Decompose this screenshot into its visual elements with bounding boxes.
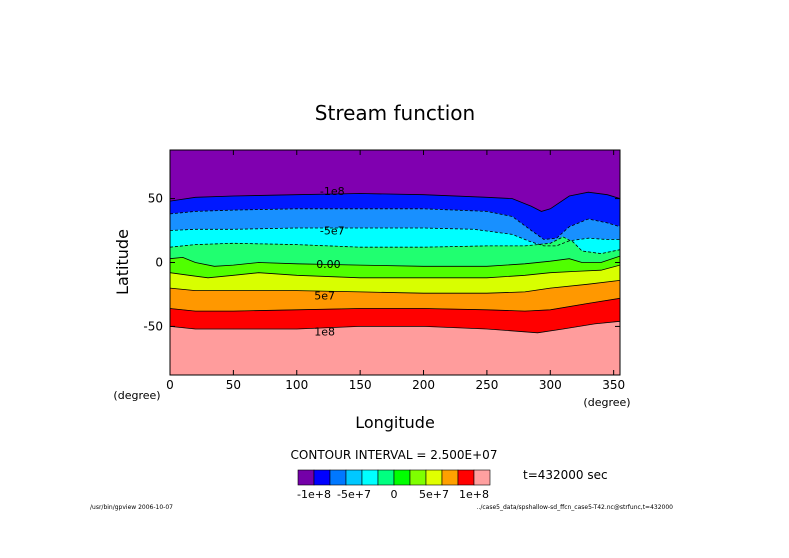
colorbar-swatch [377, 469, 395, 486]
x-tick-label: 200 [412, 378, 435, 392]
contour-interval-text: CONTOUR INTERVAL = 2.500E+07 [291, 448, 498, 462]
contour-line [170, 236, 620, 255]
contour-line [170, 208, 620, 240]
x-axis-unit: (degree) [583, 396, 630, 409]
colorbar-label: -1e+8 [297, 488, 331, 501]
colorbar-label: 0 [391, 488, 398, 501]
contour-lines [170, 191, 620, 334]
footer-left: /usr/bin/gpview 2006-10-07 [90, 504, 173, 511]
colorbar-swatch [329, 469, 347, 486]
contour-level-label: 5e7 [314, 290, 335, 303]
contour-level-label: 1e8 [314, 326, 335, 339]
contour-level-label: 0.00 [316, 258, 341, 271]
colorbar-label: 1e+8 [459, 488, 489, 501]
contour-line [170, 297, 620, 312]
y-axis-ticks: -50 0 50 [143, 192, 620, 333]
x-tick-label: 300 [539, 378, 562, 392]
contour-line [170, 320, 620, 334]
x-tick-label: 0 [166, 378, 174, 392]
chart-title: Stream function [315, 101, 475, 125]
colorbar-swatch [297, 469, 315, 486]
colorbar-swatch [441, 469, 459, 486]
colorbar-swatch [425, 469, 443, 486]
x-axis-ticks: 0 50 100 150 200 250 300 350 [166, 150, 625, 392]
contour-level-label: -5e7 [320, 225, 345, 238]
colorbar-swatch [313, 469, 331, 486]
x-tick-label: 50 [226, 378, 241, 392]
x-tick-label: 350 [602, 378, 625, 392]
colorbar [297, 469, 491, 486]
colorbar-swatch [473, 469, 491, 486]
time-text: t=432000 sec [523, 468, 608, 482]
colorbar-swatch [361, 469, 379, 486]
contour-line [170, 191, 620, 212]
x-axis-label: Longitude [355, 413, 435, 432]
colorbar-labels: -1e+8 -5e+7 0 5e+7 1e+8 [297, 488, 489, 501]
y-axis-label: Latitude [113, 229, 132, 295]
contour-fills [170, 150, 620, 375]
contour-level-labels: -1e8 -5e7 0.00 5e7 1e8 [314, 185, 344, 339]
footer-right: ../case5_data/spshallow-sd_ffcn_case5-T4… [477, 504, 674, 511]
y-axis-unit: (degree) [113, 389, 160, 402]
colorbar-swatch [457, 469, 475, 486]
colorbar-swatch [393, 469, 411, 486]
y-tick-label: 0 [155, 256, 163, 270]
colorbar-swatch [345, 469, 363, 486]
colorbar-label: -5e+7 [337, 488, 371, 501]
contour-level-label: -1e8 [320, 185, 345, 198]
contour-line [170, 255, 620, 267]
contour-line [170, 280, 620, 294]
x-tick-label: 150 [349, 378, 372, 392]
y-tick-label: 50 [148, 192, 163, 206]
colorbar-swatch [409, 469, 427, 486]
y-tick-label: -50 [143, 319, 163, 333]
colorbar-label: 5e+7 [419, 488, 449, 501]
x-tick-label: 100 [285, 378, 308, 392]
x-tick-label: 250 [475, 378, 498, 392]
contour-line [170, 227, 620, 247]
contour-line [170, 264, 620, 279]
